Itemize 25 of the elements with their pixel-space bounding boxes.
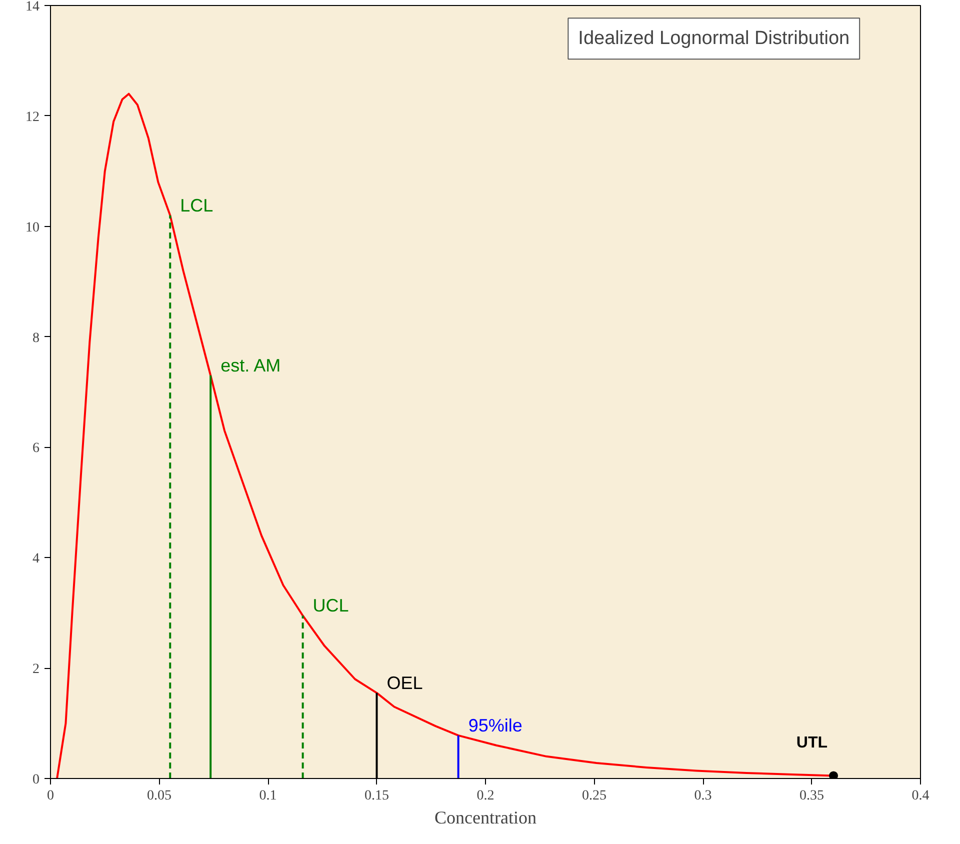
x-tick-label: 0.05 xyxy=(147,788,172,804)
x-tick-label: 0.3 xyxy=(694,788,712,804)
y-tick-label: 8 xyxy=(32,330,40,346)
series-label: 95%ile xyxy=(468,715,522,736)
x-tick-label: 0.35 xyxy=(800,788,824,804)
series-label: OEL xyxy=(386,672,423,693)
x-tick-label: 0.25 xyxy=(582,788,606,804)
x-tick-label: 0.15 xyxy=(364,788,389,804)
series-label: LCL xyxy=(180,195,214,216)
series-label: UTL xyxy=(796,734,828,752)
x-tick-label: 0.4 xyxy=(912,788,930,804)
x-tick-label: 0 xyxy=(47,788,54,804)
y-tick-label: 4 xyxy=(32,552,40,567)
y-tick-label: 6 xyxy=(32,441,40,456)
y-tick-label: 12 xyxy=(26,110,40,125)
x-axis-title: Concentration xyxy=(434,808,536,828)
series-label: UCL xyxy=(312,596,349,616)
y-tick-label: 0 xyxy=(32,772,40,788)
y-tick-label: 10 xyxy=(26,220,40,236)
series-label: est. AM xyxy=(220,355,281,376)
y-tick-label: 2 xyxy=(32,662,40,678)
x-tick-label: 0.2 xyxy=(476,788,494,804)
x-tick-label: 0.1 xyxy=(259,788,277,804)
y-tick-label: 14 xyxy=(26,0,40,14)
text: Idealized Lognormal Distribution xyxy=(578,28,850,50)
